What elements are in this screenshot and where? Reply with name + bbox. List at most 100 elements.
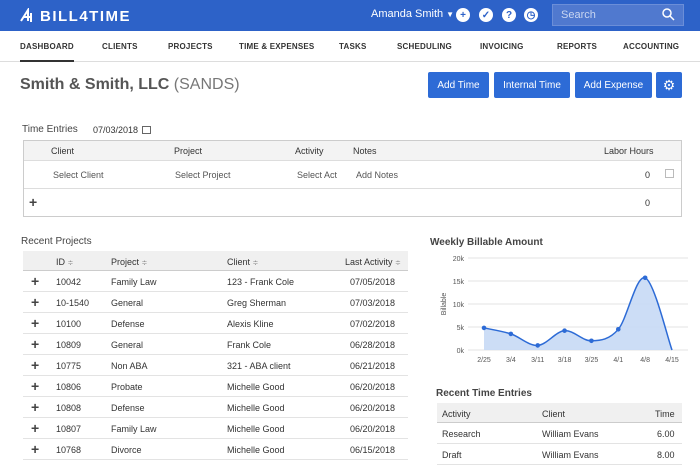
weekly-billable-chart: 0k 5k 10k 15k 20k Billable 2/25 3/4 3/11 3/18 3/25…	[441, 256, 688, 364]
clock-icon[interactable]: ◷	[524, 8, 538, 22]
select-project-dropdown[interactable]: Select Project	[175, 170, 231, 180]
data-point	[562, 328, 567, 333]
col-last-activity[interactable]: Last Activity ≑	[345, 257, 401, 267]
project-id: 10-1540	[56, 298, 90, 308]
col-last-activity-label: Last Activity	[345, 257, 393, 267]
save-icon[interactable]	[665, 169, 674, 178]
expand-row-icon[interactable]: +	[31, 273, 40, 289]
project-last-activity: 06/15/2018	[350, 445, 396, 455]
expand-row-icon[interactable]: +	[31, 315, 40, 331]
nav-accounting[interactable]: ACCOUNTING	[623, 42, 680, 51]
col-client: Client	[51, 146, 75, 156]
y-tick-label: 0k	[457, 348, 465, 355]
logo[interactable]: BILL4TIME	[20, 6, 131, 26]
add-time-button[interactable]: Add Time	[428, 72, 489, 98]
nav-dashboard[interactable]: DASHBOARD	[20, 42, 74, 62]
x-tick-label: 2/25	[477, 357, 491, 364]
y-tick-label: 10k	[453, 302, 465, 309]
internal-time-button[interactable]: Internal Time	[494, 72, 570, 98]
expand-row-icon[interactable]: +	[31, 378, 40, 394]
expand-row-icon[interactable]: +	[31, 399, 40, 415]
table-row[interactable]: +10775 Non ABA 321 - ABA client 06/21/2018	[23, 355, 408, 376]
table-row[interactable]: Research William Evans 6.00	[437, 423, 682, 444]
table-row[interactable]: +10100 Defense Alexis Kline 07/02/2018	[23, 313, 408, 334]
time-entries-date[interactable]: 07/03/2018	[93, 125, 139, 135]
add-icon[interactable]: +	[456, 8, 470, 22]
entry-activity: Draft	[442, 450, 462, 460]
client-code: (SANDS)	[173, 76, 240, 93]
col-id[interactable]: ID ≑	[56, 257, 73, 267]
table-row[interactable]: +10806 Probate Michelle Good 06/20/2018	[23, 376, 408, 397]
nav-time-expenses[interactable]: TIME & EXPENSES	[239, 42, 315, 51]
y-tick-label: 15k	[453, 279, 465, 286]
data-point	[535, 343, 541, 348]
table-row[interactable]: Draft William Evans 8.00	[437, 444, 682, 465]
calendar-icon[interactable]	[142, 126, 151, 134]
expand-row-icon[interactable]: +	[31, 357, 40, 373]
search-placeholder: Search	[561, 9, 596, 21]
nav-clients[interactable]: CLIENTS	[102, 42, 138, 51]
x-tick-label: 4/15	[665, 357, 679, 364]
col-client[interactable]: Client ≑	[227, 257, 258, 267]
project-client: Michelle Good	[227, 424, 285, 434]
col-time: Time	[655, 409, 675, 419]
user-menu[interactable]: Amanda Smith ▼	[371, 8, 454, 20]
project-name: Divorce	[111, 445, 142, 455]
project-id: 10806	[56, 382, 82, 392]
expand-row-icon[interactable]: +	[31, 420, 40, 436]
x-tick-label: 3/18	[558, 357, 572, 364]
select-client-dropdown[interactable]: Select Client	[53, 170, 104, 180]
data-point	[589, 338, 594, 344]
table-row[interactable]: +10807 Family Law Michelle Good 06/20/2018	[23, 418, 408, 439]
hours-input[interactable]: 0	[645, 170, 651, 180]
nav-reports[interactable]: REPORTS	[557, 42, 598, 51]
total-hours: 0	[645, 198, 651, 208]
expand-row-icon[interactable]: +	[31, 336, 40, 352]
help-icon[interactable]: ?	[502, 8, 516, 22]
nav-tasks[interactable]: TASKS	[339, 42, 367, 51]
entry-time: 6.00	[657, 429, 675, 439]
nav-invoicing[interactable]: INVOICING	[480, 42, 524, 51]
gear-icon[interactable]: ⚙	[656, 72, 682, 98]
table-row[interactable]: +10809 General Frank Cole 06/28/2018	[23, 334, 408, 355]
col-activity: Activity	[442, 409, 471, 419]
entry-client: William Evans	[542, 450, 599, 460]
col-project-label: Project	[111, 257, 140, 267]
select-activity-dropdown[interactable]: Select Act	[297, 170, 338, 180]
nav-projects[interactable]: PROJECTS	[168, 42, 213, 51]
expand-row-icon[interactable]: +	[31, 441, 40, 457]
add-entry-icon[interactable]: +	[29, 194, 38, 210]
sort-icon: ≑	[252, 260, 259, 267]
entry-client: William Evans	[542, 429, 599, 439]
recent-projects-table: ID ≑ Project ≑ Client ≑ Last Activity ≑ …	[23, 251, 408, 460]
x-tick-label: 3/25	[585, 357, 599, 364]
nav-scheduling[interactable]: SCHEDULING	[397, 42, 452, 51]
check-icon[interactable]: ✓	[479, 8, 493, 22]
page-title: Smith & Smith, LLC (SANDS)	[20, 76, 240, 94]
time-entries-table: Client Project Activity Notes Labor Hour…	[23, 140, 682, 217]
project-id: 10808	[56, 403, 82, 413]
main-nav: DASHBOARD CLIENTS PROJECTS TIME & EXPENS…	[0, 31, 700, 62]
add-expense-button[interactable]: Add Expense	[575, 72, 652, 98]
data-point	[615, 327, 621, 332]
project-last-activity: 07/03/2018	[350, 298, 396, 308]
project-client: Frank Cole	[227, 340, 272, 350]
x-tick-label: 3/11	[531, 357, 544, 364]
table-row[interactable]: +10768 Divorce Michelle Good 06/15/2018	[23, 439, 408, 460]
search-input[interactable]: Search	[552, 4, 684, 26]
project-id: 10100	[56, 319, 82, 329]
table-row[interactable]: +10042 Family Law 123 - Frank Cole 07/05/20…	[23, 271, 408, 292]
expand-row-icon[interactable]: +	[31, 294, 40, 310]
recent-time-entries-table: Activity Client Time Research William Eva…	[437, 403, 682, 465]
recent-projects-rows: +10042 Family Law 123 - Frank Cole 07/05/20…	[23, 271, 408, 460]
chart-title: Weekly Billable Amount	[430, 237, 543, 248]
notes-input[interactable]: Add Notes	[356, 170, 399, 180]
table-row[interactable]: +10-1540 General Greg Sherman 07/03/2018	[23, 292, 408, 313]
project-client: 321 - ABA client	[227, 361, 291, 371]
chevron-down-icon: ▼	[446, 10, 455, 19]
table-row[interactable]: +10808 Defense Michelle Good 06/20/2018	[23, 397, 408, 418]
project-name: Non ABA	[111, 361, 148, 371]
col-project[interactable]: Project ≑	[111, 257, 147, 267]
project-client: Greg Sherman	[227, 298, 287, 308]
time-entry-row: Select Client Select Project Select Act …	[24, 161, 681, 189]
